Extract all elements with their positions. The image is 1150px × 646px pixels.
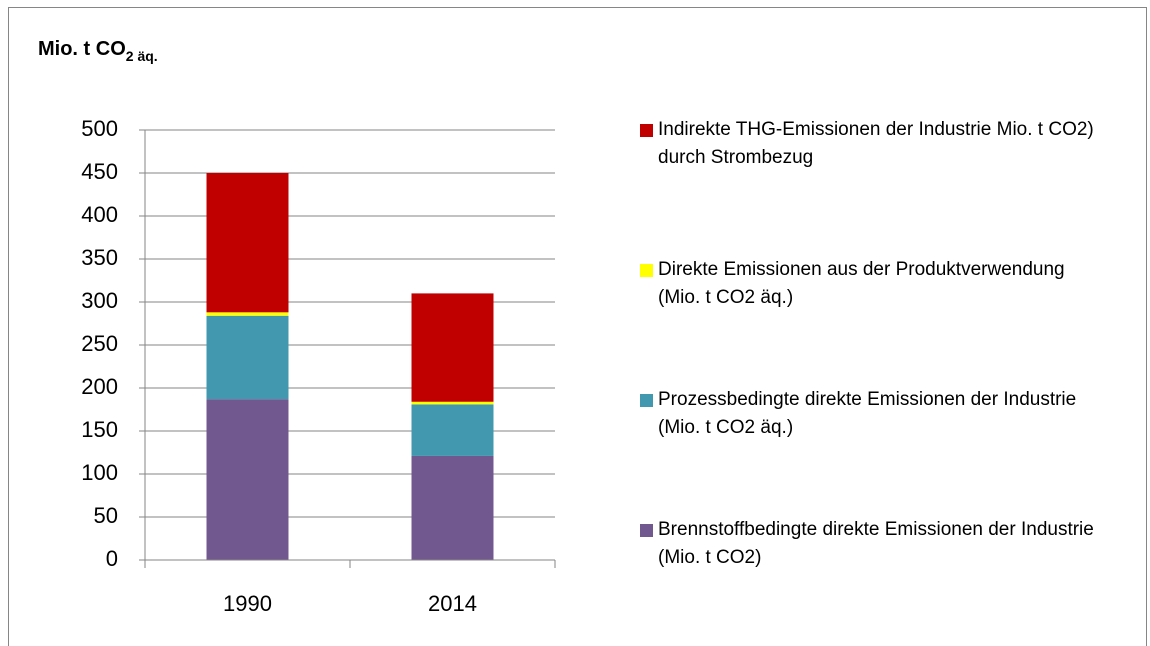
legend-label: Direkte Emissionen aus der Produktverwen… xyxy=(658,259,1065,308)
y-tick-label: 400 xyxy=(81,202,118,227)
legend-item: Prozessbedingte direkte Emissionen der I… xyxy=(640,386,1110,442)
legend-swatch xyxy=(640,394,653,407)
y-tick-label: 200 xyxy=(81,374,118,399)
bar-segment xyxy=(206,315,289,400)
bar-segment xyxy=(411,455,494,560)
y-tick-label: 500 xyxy=(81,116,118,141)
y-tick-label: 300 xyxy=(81,288,118,313)
x-tick-label: 1990 xyxy=(223,591,272,616)
legend-swatch xyxy=(640,264,653,277)
legend-label: Prozessbedingte direkte Emissionen der I… xyxy=(658,389,1077,438)
legend-label: Brennstoffbedingte direkte Emissionen de… xyxy=(658,519,1094,568)
legend-label: Indirekte THG-Emissionen der Industrie M… xyxy=(658,119,1094,168)
bar-segment xyxy=(411,404,494,456)
legend-swatch xyxy=(640,524,653,537)
y-tick-label: 50 xyxy=(94,503,118,528)
legend-swatch xyxy=(640,124,653,137)
frame xyxy=(8,7,1147,646)
legend-item: Direkte Emissionen aus der Produktverwen… xyxy=(640,256,1110,312)
y-tick-label: 450 xyxy=(81,159,118,184)
bar-segment xyxy=(411,401,494,405)
y-tick-label: 100 xyxy=(81,460,118,485)
bar-segment xyxy=(206,312,289,316)
bar-segment xyxy=(206,173,289,313)
legend-item: Brennstoffbedingte direkte Emissionen de… xyxy=(640,516,1110,572)
y-tick-label: 250 xyxy=(81,331,118,356)
title-subscript: 2 äq. xyxy=(126,48,158,64)
y-tick-label: 0 xyxy=(106,546,118,571)
legend-item: Indirekte THG-Emissionen der Industrie M… xyxy=(640,116,1110,172)
chart-title: Mio. t CO2 äq. xyxy=(38,38,158,63)
bar-segment xyxy=(411,293,494,402)
y-tick-label: 150 xyxy=(81,417,118,442)
bar-segment xyxy=(206,399,289,560)
x-tick-label: 2014 xyxy=(428,591,477,616)
y-tick-label: 350 xyxy=(81,245,118,270)
title-main: Mio. t CO xyxy=(38,38,126,60)
